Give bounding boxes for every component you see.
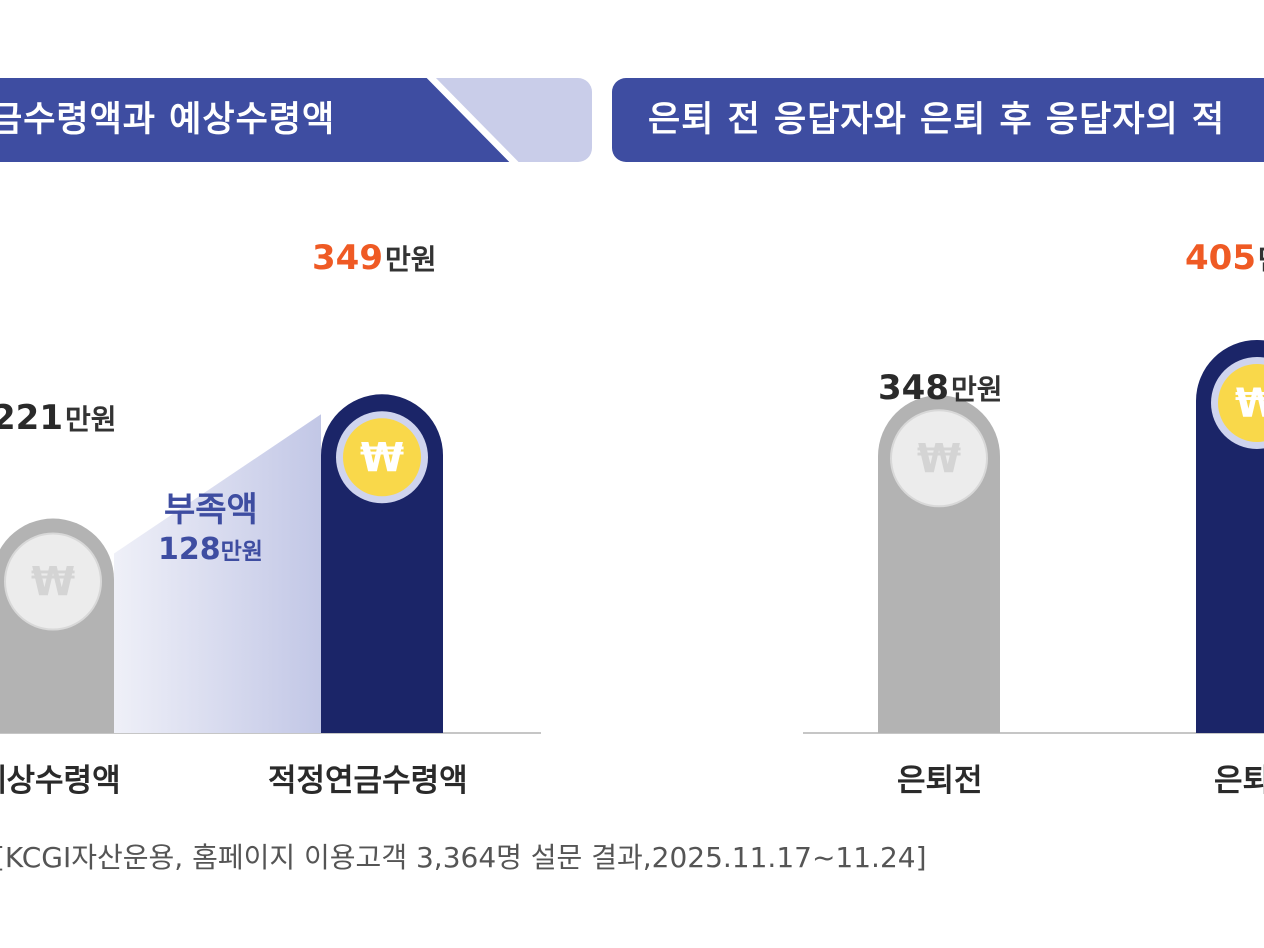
left-bar-0-coin (4, 532, 102, 631)
value-label-adequate: 349만원 (312, 238, 437, 278)
source-note: [KCGI자산운용, 홈페이지 이용고객 3,364명 설문 결과,2025.1… (0, 841, 927, 874)
left-chart: ₩₩ (0, 394, 541, 734)
right-bar-0-won-icon: ₩ (917, 436, 961, 482)
left-bar-1-won-icon: ₩ (360, 435, 404, 481)
right-chart: ₩₩ (803, 339, 1264, 734)
shortfall-label: 부족액 (164, 490, 258, 530)
left-chart-title: 금수령액과 예상수령액 (0, 100, 336, 140)
category-label-post-retirement: 은퇴 (1214, 763, 1264, 799)
value-label-pre-retirement: 348만원 (878, 368, 1003, 408)
value-label-post-retirement: 405만원 (1185, 238, 1264, 278)
right-chart-title: 은퇴 전 응답자와 은퇴 후 응답자의 적 (648, 100, 1226, 140)
value-label-expected: 221만원 (0, 398, 117, 438)
right-bar-1-coin (1218, 363, 1264, 442)
left-chart-banner: 금수령액과 예상수령액 (0, 78, 592, 162)
category-label-expected: 예상수령액 (0, 763, 121, 799)
shortfall-value: 128만원 (158, 532, 263, 567)
category-label-pre-retirement: 은퇴전 (897, 763, 983, 799)
banner-dark-band (0, 78, 510, 162)
left-bar-1-coin (343, 418, 421, 497)
right-bar-1-won-icon: ₩ (1235, 381, 1264, 427)
left-shortfall-area (114, 414, 321, 733)
right-chart-banner: 은퇴 전 응답자와 은퇴 후 응답자의 적 (612, 78, 1264, 162)
right-bar-0-coin (890, 409, 988, 508)
left-bar-0-won-icon: ₩ (31, 560, 75, 606)
category-label-adequate: 적정연금수령액 (268, 763, 468, 799)
